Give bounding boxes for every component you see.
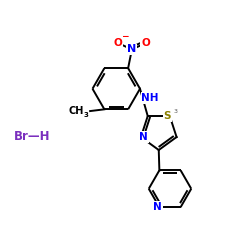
Text: 3: 3 [173,109,177,114]
Text: −: − [121,32,128,42]
Text: S: S [164,111,171,121]
Text: N: N [153,202,162,212]
Text: N: N [127,44,136,54]
Text: 3: 3 [84,112,89,118]
Text: CH: CH [69,106,84,116]
Text: N: N [139,132,148,142]
Text: O: O [141,38,150,48]
Text: Br—H: Br—H [14,130,51,143]
Text: NH: NH [141,93,159,103]
Text: O: O [114,38,122,48]
